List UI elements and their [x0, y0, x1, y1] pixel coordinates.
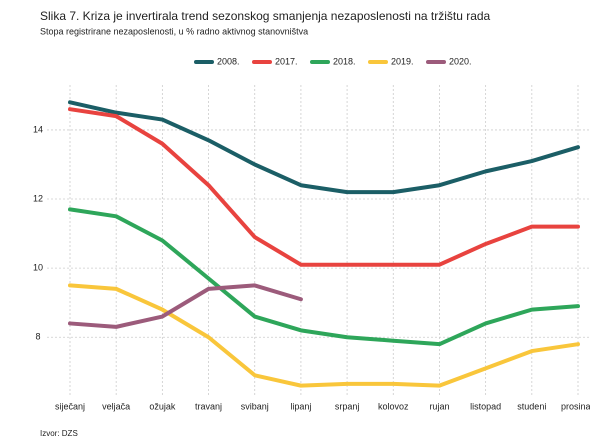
- series-line: [68, 283, 580, 388]
- series-line: [68, 107, 580, 267]
- x-tick-label: veljača: [102, 401, 130, 411]
- x-tick-label: svibanj: [241, 401, 269, 411]
- legend-label: 2008.: [217, 56, 240, 66]
- y-tick-label: 12: [33, 193, 43, 203]
- y-tick-label: 10: [33, 263, 43, 273]
- x-tick-label: srpanj: [335, 401, 360, 411]
- y-tick-label: 14: [33, 124, 43, 134]
- source: Izvor: DZS: [40, 429, 78, 438]
- x-tick-label: prosinac: [561, 401, 590, 411]
- y-tick-label: 8: [35, 332, 40, 342]
- legend-label: 2018.: [333, 56, 356, 66]
- x-tick-label: kolovoz: [378, 401, 409, 411]
- legend-label: 2019.: [391, 56, 414, 66]
- legend-label: 2017.: [275, 56, 298, 66]
- x-tick-label: ožujak: [149, 401, 176, 411]
- x-tick-label: listopad: [470, 401, 501, 411]
- series-line: [68, 100, 580, 195]
- series-line: [68, 283, 303, 329]
- legend-label: 2020.: [449, 56, 472, 66]
- series-line: [68, 207, 580, 347]
- x-tick-label: travanj: [195, 401, 222, 411]
- chart-title: Slika 7. Kriza je invertirala trend sezo…: [40, 9, 491, 23]
- x-tick-label: studeni: [517, 401, 546, 411]
- x-tick-label: lipanj: [290, 401, 311, 411]
- chart-subtitle: Stopa registrirane nezaposlenosti, u % r…: [40, 26, 308, 36]
- x-tick-label: rujan: [429, 401, 449, 411]
- x-tick-label: siječanj: [55, 401, 85, 411]
